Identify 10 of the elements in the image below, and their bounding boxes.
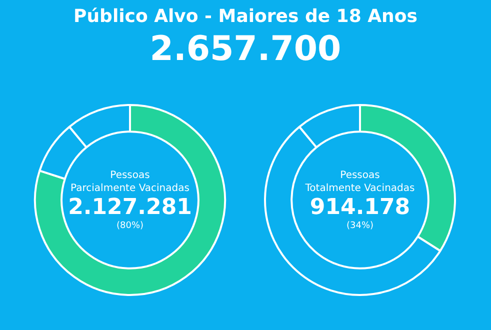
text: Totalmente Vacinadas (305, 182, 415, 194)
text: Pessoas (340, 168, 380, 182)
text: 914.178 (310, 194, 410, 220)
text: 2.127.281 (68, 194, 192, 220)
text: Parcialmente Vacinadas (70, 182, 190, 194)
text: (34%) (346, 220, 374, 232)
text: Pessoas (110, 168, 150, 182)
text: (80%) (116, 220, 144, 232)
text: 2.657.700 (148, 29, 342, 69)
text: Público Alvo - Maiores de 18 Anos (72, 6, 418, 27)
